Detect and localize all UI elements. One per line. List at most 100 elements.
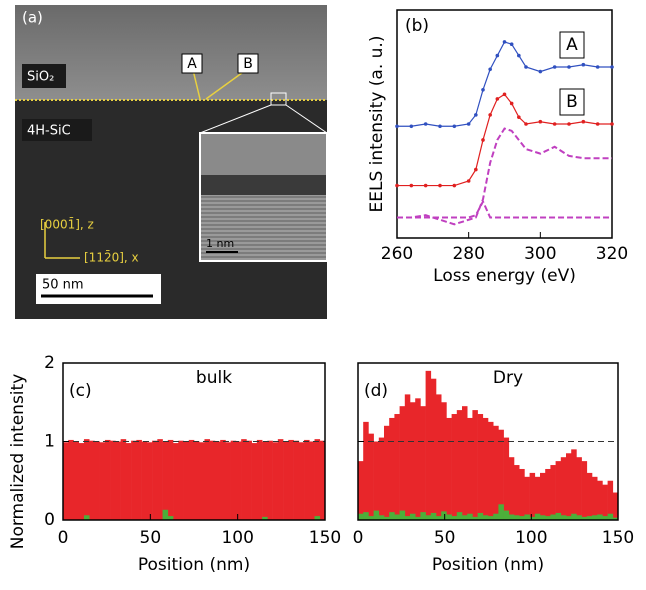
data-point — [538, 69, 543, 74]
histogram-bar — [157, 439, 163, 520]
histogram-bar — [267, 440, 273, 520]
label-box — [22, 64, 66, 88]
histogram-bar — [410, 513, 416, 520]
histogram-bar — [436, 394, 442, 520]
histogram-bar — [420, 406, 426, 520]
histogram-bar — [368, 516, 374, 520]
histogram-bar — [534, 476, 541, 520]
histogram-bar — [125, 443, 132, 520]
data-point — [581, 62, 586, 67]
histogram-bar — [319, 440, 326, 520]
histogram-bar — [477, 414, 484, 520]
direction-label: [112̄0], x — [84, 250, 139, 264]
data-point — [452, 183, 457, 188]
histogram-bar — [581, 516, 588, 520]
data-point — [610, 65, 614, 69]
histogram-bar — [162, 509, 169, 520]
histogram-bar — [508, 514, 515, 520]
micrograph: (a) SiO₂ 4H-SiC A B 1 nm [0001̄], z [112… — [15, 5, 328, 319]
histogram-bar — [597, 480, 603, 520]
histogram-bar — [235, 441, 242, 520]
histogram-bar — [555, 512, 562, 520]
histogram-bar — [612, 492, 619, 520]
histogram-bar — [415, 398, 421, 520]
histogram-bar — [378, 437, 385, 520]
histogram-bar — [404, 516, 411, 520]
histogram-bar — [451, 414, 458, 520]
histogram-bar — [83, 439, 90, 520]
data-point — [474, 113, 478, 117]
histogram-bar — [592, 515, 598, 520]
scale-label: 50 nm — [42, 278, 84, 293]
x-tick-label: 260 — [381, 244, 413, 264]
histogram-bar — [256, 439, 263, 520]
histogram-bar — [560, 457, 567, 520]
series-line — [397, 41, 612, 127]
series-line — [397, 93, 612, 187]
histogram-bar — [104, 439, 111, 520]
histogram-bar — [456, 512, 463, 520]
histogram-bar — [309, 441, 315, 520]
data-point — [395, 124, 399, 129]
histogram-bar — [83, 515, 90, 520]
histogram-bar — [194, 441, 200, 520]
histogram-bar — [534, 513, 541, 520]
histogram-bar — [384, 425, 390, 520]
histogram-bar — [246, 440, 252, 520]
y-tick-label: 2 — [44, 353, 55, 373]
histogram-bar — [586, 516, 593, 520]
histogram-bar — [550, 465, 556, 520]
data-point — [581, 119, 586, 124]
histogram-bar — [78, 443, 85, 520]
oxide-region — [15, 5, 327, 100]
direction-label: [0001̄], z — [40, 217, 94, 231]
data-point — [423, 183, 428, 188]
scale-bar-box — [36, 274, 161, 304]
histogram-bar — [399, 510, 406, 520]
histogram-bar — [314, 439, 321, 520]
layer-label: SiO₂ — [27, 70, 54, 85]
x-tick-label: 280 — [452, 244, 484, 264]
data-point — [481, 138, 485, 142]
histogram-bar — [363, 421, 369, 520]
histogram-bar — [199, 442, 205, 520]
histogram-bar — [586, 472, 593, 520]
histogram-bar — [152, 440, 158, 520]
histogram-bar — [167, 439, 174, 520]
histogram-bar — [167, 516, 174, 520]
histogram-bar — [415, 516, 421, 520]
histogram-bar — [540, 472, 546, 520]
histogram-bar — [99, 442, 106, 520]
histogram-bar — [141, 441, 148, 520]
data-point — [438, 124, 442, 129]
histogram-bar — [430, 512, 437, 520]
histogram-bar — [472, 410, 478, 520]
data-point — [409, 183, 414, 188]
zoom-box — [270, 92, 287, 106]
panel-label: (d) — [364, 381, 388, 401]
histogram-bar — [482, 515, 489, 520]
histogram-bar — [514, 465, 520, 520]
series-line — [397, 199, 612, 219]
annotation-box — [559, 31, 585, 59]
data-point — [495, 97, 500, 101]
data-point — [517, 115, 521, 119]
histogram-bar — [131, 440, 137, 520]
histogram-bar — [430, 378, 437, 520]
x-axis-label: Position (nm) — [432, 555, 544, 575]
data-point — [610, 122, 614, 126]
data-point — [595, 122, 600, 126]
histogram-bar — [571, 513, 577, 520]
histogram-bar — [529, 472, 536, 520]
x-tick-label: 0 — [58, 528, 69, 548]
histogram-bar — [482, 417, 489, 520]
x-axis-label: Loss energy (eV) — [433, 266, 576, 286]
histogram-bar — [110, 440, 116, 520]
inset-interface — [201, 175, 326, 195]
histogram-bar — [214, 441, 221, 520]
histogram-bar — [262, 441, 268, 520]
pointer — [192, 69, 201, 100]
pointer — [205, 69, 247, 100]
data-point — [466, 179, 471, 183]
histogram-bar — [373, 441, 380, 520]
